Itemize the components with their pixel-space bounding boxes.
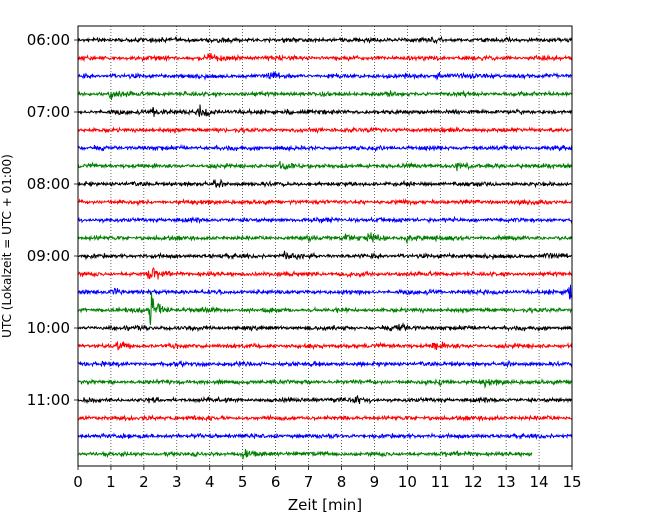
trace-1000 <box>77 321 573 333</box>
x-tick-label-6: 6 <box>271 473 281 491</box>
trace-1045 <box>77 377 573 390</box>
trace-layer <box>77 35 573 460</box>
trace-0830 <box>78 215 573 225</box>
trace-0945 <box>77 291 573 325</box>
x-tick-label-1: 1 <box>106 473 116 491</box>
x-tick-label-3: 3 <box>172 473 182 491</box>
trace-0815 <box>77 198 573 207</box>
trace-0800 <box>77 178 573 189</box>
y-tick-label-0700: 07:00 <box>27 103 70 121</box>
x-axis: 0 1 2 3 4 5 6 7 8 9 10 11 12 13 14 15 <box>73 466 582 491</box>
trace-1015 <box>77 340 573 351</box>
x-tick-label-7: 7 <box>304 473 314 491</box>
x-tick-label-12: 12 <box>464 473 483 491</box>
trace-1100 <box>77 394 573 405</box>
x-tick-label-10: 10 <box>398 473 417 491</box>
y-axis-label: UTC (Lokalzeit = UTC + 01:00) <box>0 154 14 338</box>
trace-0745 <box>77 160 573 172</box>
trace-1145 <box>77 448 533 460</box>
y-axis: 06:00 07:00 08:00 09:00 10:00 11:00 <box>27 31 78 409</box>
trace-0730 <box>77 143 573 153</box>
trace-0915 <box>77 267 573 280</box>
x-tick-label-0: 0 <box>73 473 83 491</box>
x-axis-label: Zeit [min] <box>288 496 362 514</box>
trace-0845 <box>77 232 573 245</box>
trace-0715 <box>77 126 573 135</box>
trace-0645 <box>77 89 573 100</box>
y-tick-label-1000: 10:00 <box>27 319 70 337</box>
x-tick-label-13: 13 <box>497 473 516 491</box>
trace-0930 <box>77 284 573 300</box>
trace-0700 <box>77 104 573 118</box>
trace-0600 <box>77 35 573 45</box>
x-tick-label-9: 9 <box>370 473 380 491</box>
x-tick-label-2: 2 <box>139 473 149 491</box>
x-tick-label-11: 11 <box>431 473 450 491</box>
trace-1130 <box>77 432 573 440</box>
x-tick-label-8: 8 <box>337 473 347 491</box>
x-tick-label-4: 4 <box>205 473 215 491</box>
trace-1030 <box>77 359 573 369</box>
trace-0615 <box>77 53 573 63</box>
trace-1115 <box>77 413 573 423</box>
y-tick-label-0800: 08:00 <box>27 175 70 193</box>
trace-0900 <box>77 250 573 261</box>
y-tick-label-1100: 11:00 <box>27 391 70 409</box>
x-tick-label-14: 14 <box>530 473 549 491</box>
trace-0630 <box>77 70 573 81</box>
y-tick-label-0900: 09:00 <box>27 247 70 265</box>
y-tick-label-0600: 06:00 <box>27 31 70 49</box>
x-tick-label-15: 15 <box>562 473 581 491</box>
plot-frame <box>77 25 573 467</box>
x-tick-label-5: 5 <box>238 473 248 491</box>
